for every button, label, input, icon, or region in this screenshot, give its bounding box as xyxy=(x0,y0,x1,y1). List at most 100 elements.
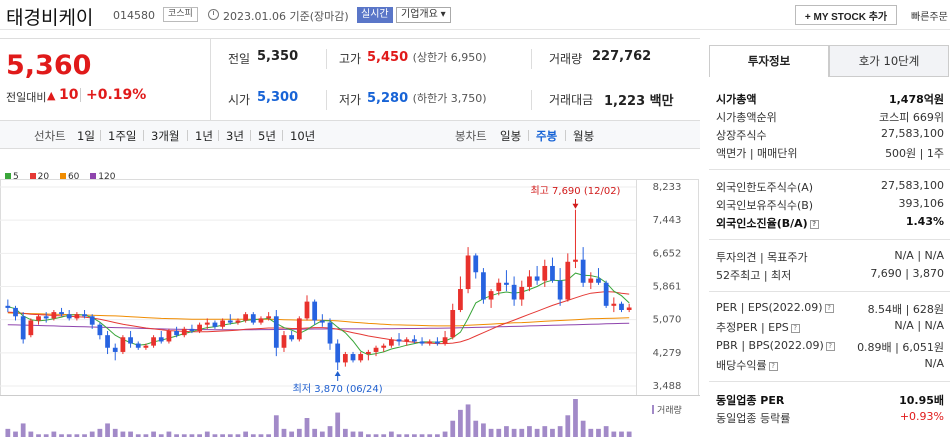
volume-bar xyxy=(358,431,364,437)
tab-monthly[interactable]: 월봉 xyxy=(573,129,595,143)
candle-body xyxy=(573,259,578,262)
est-per-label: 추정PER | EPS xyxy=(716,321,789,334)
change-label: 전일대비 xyxy=(6,91,47,104)
per-value: 8.54배 | 628원 xyxy=(867,303,944,316)
volume-bar xyxy=(204,431,210,437)
help-icon[interactable]: ? xyxy=(790,324,800,333)
help-icon[interactable]: ? xyxy=(768,362,778,371)
volume-bar xyxy=(381,434,387,437)
high-label: 고가 xyxy=(339,52,362,66)
candle-body xyxy=(151,337,156,346)
week52-label: 52주최고 | 최저 xyxy=(716,269,792,282)
realtime-button[interactable]: 실시간 xyxy=(357,7,393,23)
tab-3m[interactable]: 3개월 xyxy=(151,129,180,143)
candle-body xyxy=(235,320,241,323)
ma60-line xyxy=(7,312,630,327)
volume-bar xyxy=(626,431,632,437)
tab-1d[interactable]: 1일 xyxy=(77,129,95,143)
volume-bar xyxy=(373,434,379,437)
dividend-row: 배당수익률? N/A xyxy=(716,356,950,374)
help-icon[interactable]: ? xyxy=(824,304,834,313)
candle-body xyxy=(166,330,172,342)
tab-5y[interactable]: 5년 xyxy=(258,129,276,143)
tab-divider xyxy=(218,130,219,141)
candle-body xyxy=(28,320,34,336)
add-mystock-button[interactable]: + MY STOCK 추가 xyxy=(795,5,897,25)
quick-order-link[interactable]: 빠른주문 xyxy=(911,12,948,23)
market-cap-value: 1,478억원 xyxy=(888,93,944,106)
par-value-row: 액면가 | 매매단위 500원 | 1주 xyxy=(716,144,950,162)
candle-body xyxy=(304,301,310,319)
help-icon[interactable]: ? xyxy=(825,342,835,351)
tab-investment-info[interactable]: 투자정보 xyxy=(709,45,829,77)
open-label: 시가 xyxy=(228,93,251,107)
foreign-hold-row: 외국인보유주식수(B) 393,106 xyxy=(716,196,950,214)
volume-bar xyxy=(243,431,249,437)
ma20-line xyxy=(7,291,630,345)
candle-body xyxy=(450,310,456,338)
candle-body xyxy=(603,282,609,306)
volume-bar xyxy=(511,428,517,437)
ma60-swatch xyxy=(59,173,66,179)
corp-info-dropdown[interactable]: 기업개요 ▾ xyxy=(396,7,451,23)
help-icon[interactable]: ? xyxy=(809,220,819,229)
volume-bar xyxy=(534,428,540,437)
change-value: 10 xyxy=(59,87,79,103)
section-divider xyxy=(709,239,950,240)
ma20-swatch xyxy=(29,173,36,179)
sector-per-value: 10.95배 xyxy=(899,394,944,407)
candle-body xyxy=(59,312,64,315)
volume-bar xyxy=(388,431,394,437)
y-tick-label: 6,652 xyxy=(653,248,682,259)
candle-body xyxy=(488,291,494,300)
candle-body xyxy=(365,351,371,355)
volume-bar xyxy=(266,434,272,437)
candle-body xyxy=(412,339,417,342)
tab-3y[interactable]: 3년 xyxy=(226,129,244,143)
volume-bar xyxy=(197,434,202,437)
per-row: PER | EPS(2022.09)? 8.54배 | 628원 xyxy=(716,300,950,318)
week52-value: 7,690 | 3,870 xyxy=(870,267,944,280)
volume-bar xyxy=(74,434,80,437)
candle-body xyxy=(212,322,218,327)
candle-body xyxy=(20,316,26,340)
volume-bar xyxy=(542,426,548,437)
price-summary: 전일 5,350 고가 5,450 (상한가 6,950) 거래량 227,76… xyxy=(210,38,700,120)
low-label: 저가 xyxy=(339,93,362,107)
price-box: 5,360 전일대비 ▲ 10 +0.19% xyxy=(0,38,210,120)
candle-body xyxy=(396,339,402,342)
tab-1w[interactable]: 1주일 xyxy=(108,129,137,143)
tab-divider xyxy=(143,130,144,141)
volume-bar xyxy=(20,423,26,437)
tab-daily[interactable]: 일봉 xyxy=(500,129,522,143)
tab-order-book[interactable]: 호가 10단계 xyxy=(829,45,949,77)
lower-limit: (하한가 3,750) xyxy=(412,92,487,105)
tab-divider xyxy=(565,130,566,141)
tab-1y[interactable]: 1년 xyxy=(195,129,213,143)
candle-body xyxy=(527,276,532,287)
volume-bar xyxy=(488,428,494,437)
candle-body xyxy=(373,347,379,352)
dividend-value: N/A xyxy=(924,357,944,370)
low-arrow-head xyxy=(334,370,341,376)
ma-legend: 5 20 60 120 xyxy=(5,172,123,182)
right-tabs: 투자정보 호가 10단계 xyxy=(709,45,950,77)
ma60-label: 60 xyxy=(67,172,80,182)
foreign-hold-label: 외국인보유주식수(B) xyxy=(716,199,814,212)
sector-change-label: 동일업종 등락률 xyxy=(716,412,791,425)
change-divider xyxy=(80,88,81,102)
per-label: PER | EPS(2022.09) xyxy=(716,301,823,314)
shares-label: 상장주식수 xyxy=(716,129,767,142)
candle-body xyxy=(296,318,302,340)
volume-bar xyxy=(496,428,502,437)
tab-weekly[interactable]: 주봉 xyxy=(536,129,558,143)
shares-value: 27,583,100 xyxy=(881,127,944,140)
volume-bar xyxy=(28,431,34,437)
candle-body xyxy=(97,324,103,336)
candle-body xyxy=(473,255,479,273)
rank-label: 시가총액순위 xyxy=(716,111,777,124)
price-chart[interactable]: 5 20 60 120 8,233 7,443 6,652 5,861 5,070 4,2… xyxy=(0,149,700,437)
volume-value: 227,762 xyxy=(592,49,652,64)
tab-10y[interactable]: 10년 xyxy=(290,129,316,143)
divider xyxy=(326,90,327,110)
